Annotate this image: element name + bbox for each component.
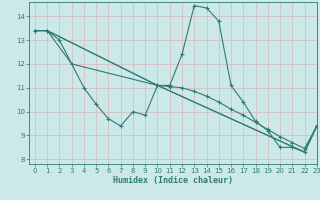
X-axis label: Humidex (Indice chaleur): Humidex (Indice chaleur) xyxy=(113,176,233,185)
